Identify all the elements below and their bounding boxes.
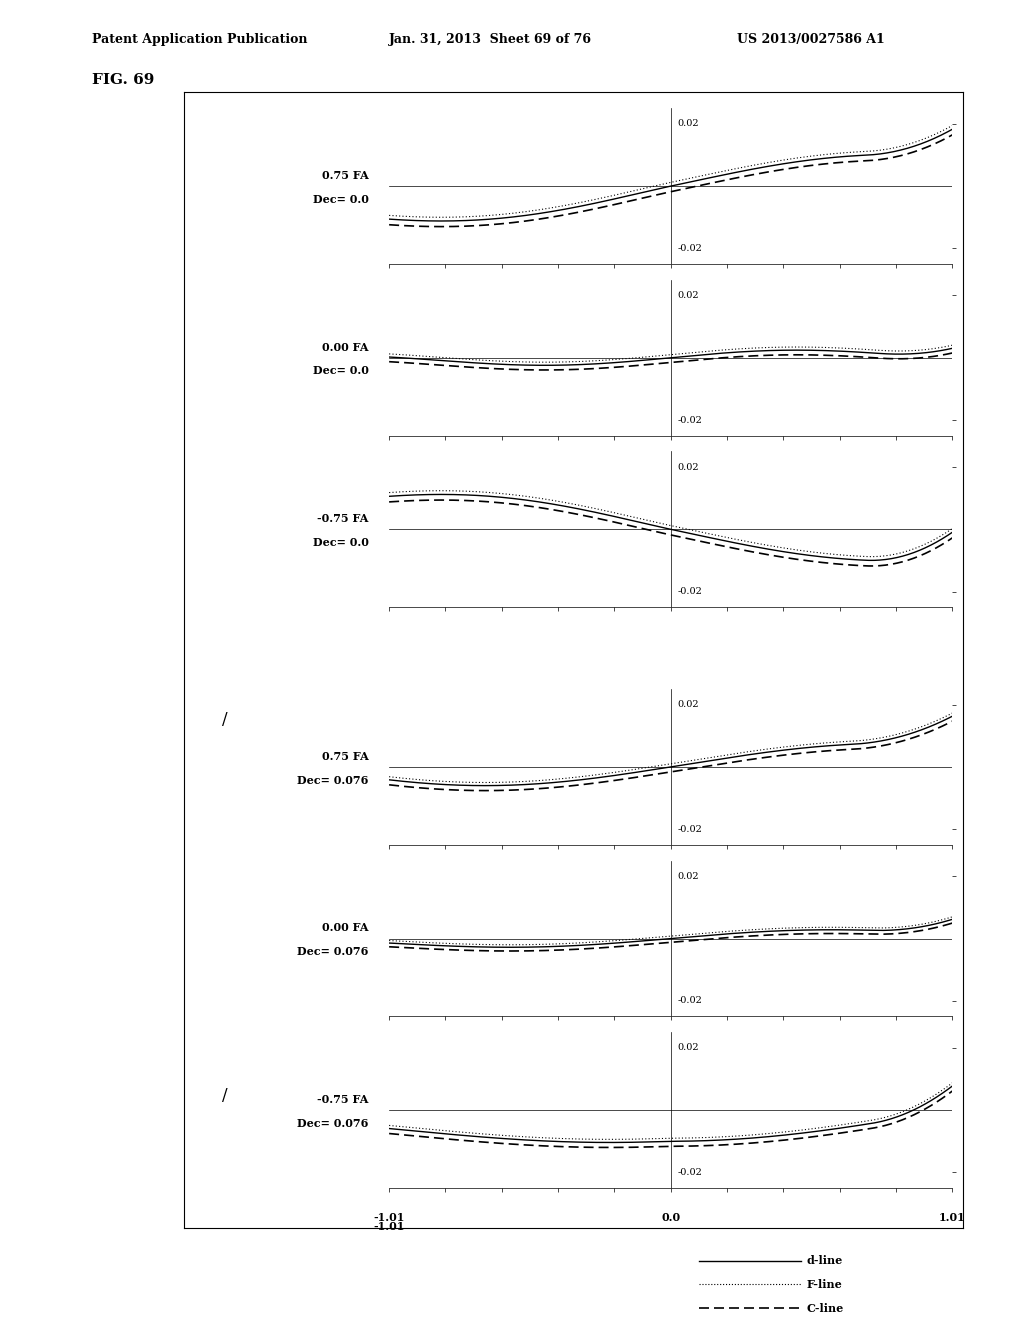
Text: Dec= 0.0: Dec= 0.0 (312, 366, 369, 376)
Text: 0.02: 0.02 (678, 1043, 699, 1052)
Text: Dec= 0.076: Dec= 0.076 (297, 1118, 369, 1129)
Text: F-line: F-line (806, 1279, 842, 1290)
Text: d-line: d-line (806, 1255, 843, 1266)
Text: 0.02: 0.02 (678, 290, 699, 300)
Text: -0.02: -0.02 (678, 416, 702, 425)
Text: -0.75 FA: -0.75 FA (317, 513, 369, 524)
Text: 0.02: 0.02 (678, 700, 699, 709)
Text: Patent Application Publication: Patent Application Publication (92, 33, 307, 46)
Text: 0.02: 0.02 (678, 871, 699, 880)
Text: 0.02: 0.02 (678, 119, 699, 128)
Text: -0.02: -0.02 (678, 1168, 702, 1177)
Text: C-line: C-line (806, 1303, 844, 1313)
Text: Dec= 0.0: Dec= 0.0 (312, 194, 369, 205)
Text: 1.01: 1.01 (939, 1212, 966, 1222)
Text: -0.02: -0.02 (678, 997, 702, 1006)
Text: US 2013/0027586 A1: US 2013/0027586 A1 (737, 33, 885, 46)
Text: /: / (222, 711, 228, 727)
Text: 0.00 FA: 0.00 FA (323, 342, 369, 352)
Text: -0.02: -0.02 (678, 244, 702, 253)
Text: 0.75 FA: 0.75 FA (322, 751, 369, 762)
Text: Dec= 0.0: Dec= 0.0 (312, 537, 369, 548)
Text: /: / (222, 1088, 228, 1104)
Text: -1.01: -1.01 (374, 1221, 404, 1232)
Text: 0.00 FA: 0.00 FA (323, 923, 369, 933)
Text: 0.0: 0.0 (662, 1212, 680, 1222)
Text: -0.75 FA: -0.75 FA (317, 1094, 369, 1105)
Text: -0.02: -0.02 (678, 825, 702, 834)
Text: Dec= 0.076: Dec= 0.076 (297, 946, 369, 957)
Text: Jan. 31, 2013  Sheet 69 of 76: Jan. 31, 2013 Sheet 69 of 76 (389, 33, 592, 46)
Text: -1.01: -1.01 (374, 1212, 404, 1222)
Text: Dec= 0.076: Dec= 0.076 (297, 775, 369, 785)
Text: FIG. 69: FIG. 69 (92, 73, 155, 87)
Text: -0.02: -0.02 (678, 587, 702, 597)
Text: 0.75 FA: 0.75 FA (322, 170, 369, 181)
Text: 0.02: 0.02 (678, 462, 699, 471)
